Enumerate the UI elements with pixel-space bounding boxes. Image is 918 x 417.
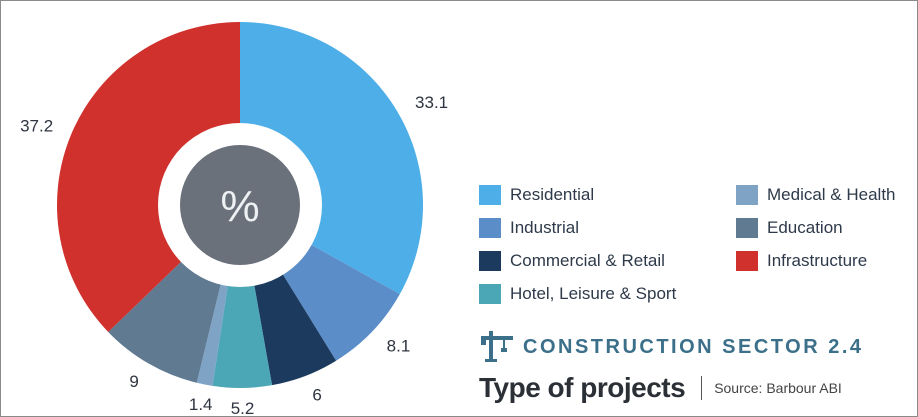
legend: Residential Industrial Commercial & Reta…	[479, 182, 909, 312]
data-label-industrial: 8.1	[387, 336, 411, 355]
legend-swatch	[736, 218, 758, 238]
legend-label: Commercial & Retail	[510, 251, 665, 270]
labels-layer: 33.1 8.1 6 5.2 1.4 9 37.2	[20, 93, 448, 416]
legend-label: Infrastructure	[767, 251, 868, 270]
legend-item-industrial: Industrial	[479, 215, 579, 241]
sector-title: CONSTRUCTION SECTOR 2.4	[523, 335, 864, 358]
legend-swatch	[479, 185, 501, 205]
center-disc	[180, 145, 300, 265]
legend-item-commercial-retail: Commercial & Retail	[479, 248, 665, 274]
slice-hotel-leisure-and-sport	[212, 205, 273, 388]
crane-icon	[481, 331, 513, 362]
data-label-hotel-leisure-and-sport: 5.2	[231, 399, 255, 416]
legend-item-medical-health: Medical & Health	[736, 182, 896, 208]
slice-infrastructure	[56, 22, 241, 332]
data-label-residential: 33.1	[415, 93, 448, 112]
center-percent-label: %	[220, 182, 259, 231]
data-label-infrastructure: 37.2	[20, 117, 53, 136]
legend-item-hotel-leisure-sport: Hotel, Leisure & Sport	[479, 281, 676, 307]
legend-label: Hotel, Leisure & Sport	[510, 284, 677, 303]
legend-label: Medical & Health	[767, 185, 896, 204]
legend-label: Education	[767, 218, 843, 237]
data-label-education: 9	[129, 372, 138, 391]
legend-label: Residential	[510, 185, 595, 204]
legend-label: Industrial	[510, 218, 579, 237]
title-divider	[701, 376, 703, 400]
source-note: Source: Barbour ABI	[714, 380, 842, 396]
data-label-medical-and-health: 1.4	[189, 395, 213, 414]
legend-swatch	[736, 251, 758, 271]
sector-heading: CONSTRUCTION SECTOR 2.4	[479, 329, 864, 365]
legend-swatch	[479, 284, 501, 304]
legend-item-infrastructure: Infrastructure	[736, 248, 867, 274]
data-label-commercial-and-retail: 6	[312, 386, 321, 405]
legend-swatch	[736, 185, 758, 205]
page-title: Type of projects	[479, 372, 686, 403]
legend-item-education: Education	[736, 215, 843, 241]
legend-item-residential: Residential	[479, 182, 594, 208]
title-bar: Type of projects Source: Barbour ABI	[479, 368, 842, 408]
legend-swatch	[479, 251, 501, 271]
legend-swatch	[479, 218, 501, 238]
